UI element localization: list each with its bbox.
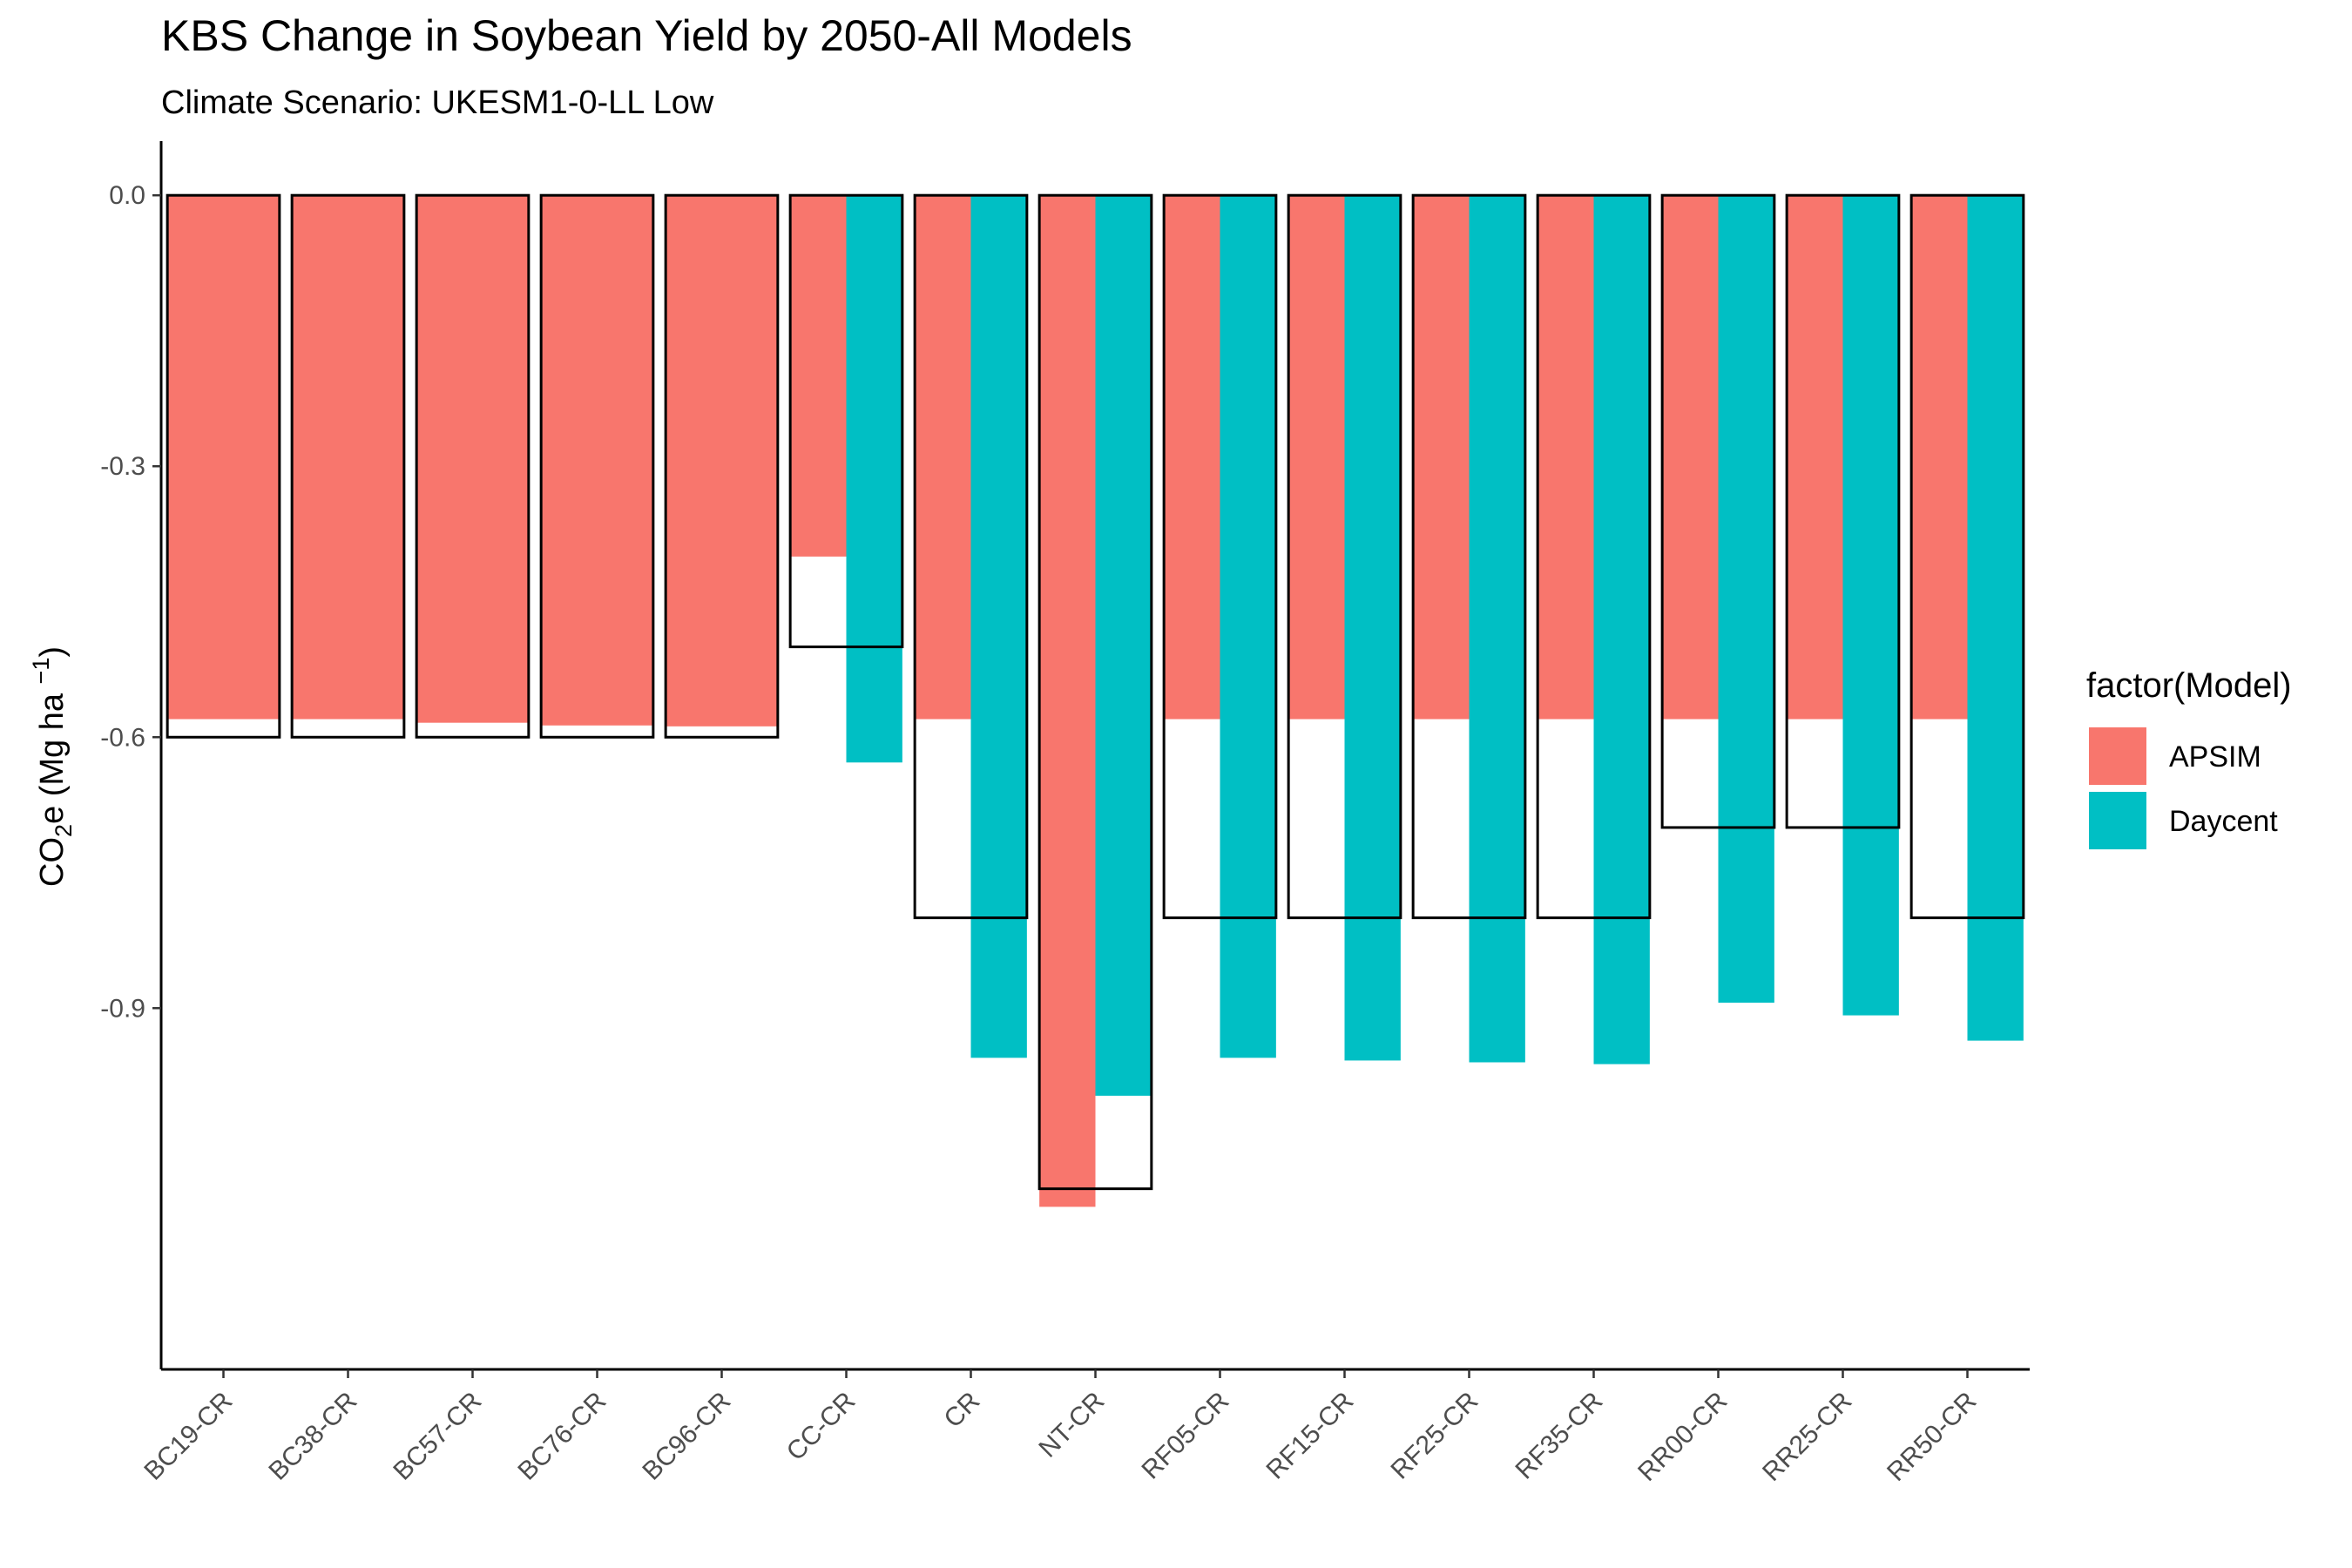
- bar-apsim-BC76-CR: [541, 195, 653, 726]
- observed-outline-BC96-CR: [664, 193, 780, 739]
- legend: factor(Model) APSIM Daycent: [2086, 666, 2292, 849]
- x-tick-label: RF05-CR: [1137, 1387, 1235, 1485]
- y-ticks-layer: 0.0 -0.3 -0.6 -0.9: [100, 181, 161, 1023]
- bar-daycent-RR00-CR: [1718, 195, 1774, 1004]
- bar-daycent-CC-CR: [846, 195, 902, 763]
- y-tick-label: -0.3: [100, 452, 145, 481]
- chart-subtitle: Climate Scenario: UKESM1-0-LL Low: [161, 84, 714, 121]
- x-tick-label: CR: [938, 1387, 985, 1434]
- bar-daycent-RF05-CR: [1220, 195, 1276, 1058]
- bar-apsim-RR00-CR: [1662, 195, 1719, 720]
- observed-outline-CR: [913, 193, 1029, 920]
- bar-daycent-RF25-CR: [1469, 195, 1525, 1063]
- bar-apsim-RF25-CR: [1413, 195, 1470, 720]
- observed-outline-NT-CR: [1037, 193, 1153, 1191]
- bars-layer: [167, 195, 2024, 1207]
- bar-apsim-BC57-CR: [416, 195, 529, 723]
- x-tick-label: RF35-CR: [1511, 1387, 1609, 1485]
- observed-outline-BC19-CR: [166, 193, 281, 739]
- bar-apsim-RF05-CR: [1164, 195, 1220, 720]
- bar-apsim-BC19-CR: [167, 195, 280, 720]
- x-tick-label: RF25-CR: [1386, 1387, 1484, 1485]
- bar-apsim-CC-CR: [790, 195, 847, 557]
- x-tick-label: BC19-CR: [139, 1387, 238, 1486]
- legend-label-daycent: Daycent: [2169, 805, 2278, 838]
- bar-daycent-RR25-CR: [1842, 195, 1899, 1016]
- svg-text:CO2e (Mg ha −1): CO2e (Mg ha −1): [28, 646, 77, 887]
- observed-outline-RF05-CR: [1162, 193, 1278, 920]
- legend-key-apsim: [2089, 727, 2146, 785]
- x-tick-label: RR25-CR: [1757, 1387, 1857, 1487]
- x-tick-label: RR00-CR: [1632, 1387, 1733, 1487]
- observed-outline-RF25-CR: [1411, 193, 1527, 920]
- bar-apsim-RF35-CR: [1538, 195, 1594, 720]
- x-tick-label: BC57-CR: [388, 1387, 487, 1486]
- x-tick-label: BC76-CR: [512, 1387, 612, 1486]
- observed-outline-RF35-CR: [1536, 193, 1652, 920]
- y-axis-label-middle: e (Mg ha: [34, 684, 71, 824]
- observed-outline-RF15-CR: [1287, 193, 1402, 920]
- y-axis-label: CO2e (Mg ha −1): [28, 646, 77, 887]
- y-axis-label-base: CO: [34, 837, 71, 887]
- x-tick-label: BC96-CR: [637, 1387, 736, 1486]
- x-ticks-layer: BC19-CR BC38-CR BC57-CR BC76-CR BC96-CR CC-CR…: [139, 1369, 1982, 1487]
- bar-daycent-CR: [970, 195, 1027, 1058]
- observed-outline-BC38-CR: [290, 193, 406, 739]
- bar-apsim-RR50-CR: [1911, 195, 1968, 720]
- observed-outline-CC-CR: [788, 193, 904, 649]
- bar-daycent-NT-CR: [1095, 195, 1152, 1096]
- x-tick-label: RR50-CR: [1882, 1387, 1982, 1487]
- y-tick-label: -0.9: [100, 994, 145, 1023]
- y-tick-label: 0.0: [109, 181, 145, 210]
- legend-title: factor(Model): [2086, 666, 2292, 705]
- observed-outline-BC57-CR: [415, 193, 531, 739]
- legend-items: APSIM Daycent: [2089, 727, 2278, 849]
- x-tick-label: CC-CR: [781, 1387, 862, 1467]
- legend-key-daycent: [2089, 792, 2146, 849]
- x-tick-label: NT-CR: [1033, 1387, 1110, 1463]
- y-tick-label: -0.6: [100, 723, 145, 752]
- y-axis-label-close: ): [34, 646, 71, 658]
- bar-apsim-CR: [915, 195, 971, 720]
- x-tick-label: BC38-CR: [263, 1387, 362, 1486]
- bar-daycent-RR50-CR: [1967, 195, 2024, 1041]
- y-axis-label-subscript: 2: [51, 824, 77, 837]
- bar-apsim-NT-CR: [1039, 195, 1096, 1207]
- observed-outline-RR50-CR: [1909, 193, 2025, 920]
- bar-apsim-RF15-CR: [1288, 195, 1345, 720]
- x-tick-label: RF15-CR: [1261, 1387, 1360, 1485]
- bar-daycent-RF35-CR: [1593, 195, 1650, 1064]
- chart-title: KBS Change in Soybean Yield by 2050-All …: [161, 11, 1132, 60]
- y-axis-label-superscript: −1: [28, 658, 54, 685]
- observed-outline-RR25-CR: [1785, 193, 1901, 829]
- bar-apsim-RR25-CR: [1787, 195, 1843, 720]
- bar-apsim-BC96-CR: [666, 195, 778, 727]
- legend-label-apsim: APSIM: [2169, 740, 2261, 774]
- bar-daycent-RF15-CR: [1344, 195, 1401, 1061]
- bar-apsim-BC38-CR: [292, 195, 404, 720]
- observed-outline-RR00-CR: [1660, 193, 1776, 829]
- observed-outline-BC76-CR: [539, 193, 655, 739]
- observed-outline-layer: [166, 193, 2025, 1191]
